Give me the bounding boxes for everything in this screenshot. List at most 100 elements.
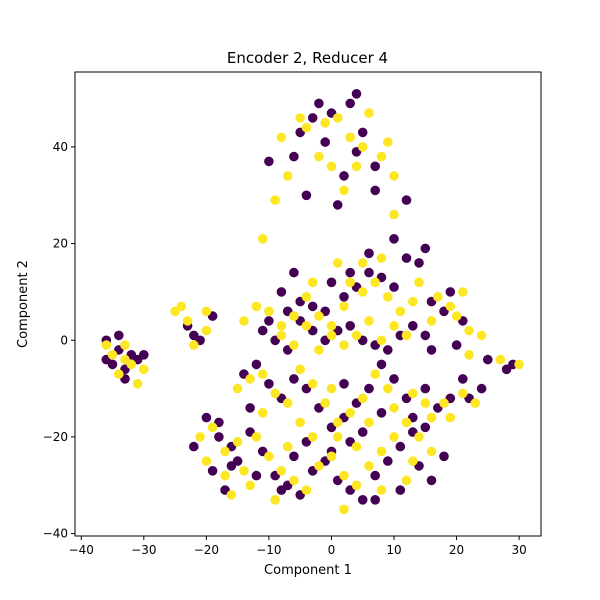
scatter-point (357, 127, 368, 138)
scatter-point (345, 132, 356, 143)
scatter-point (389, 171, 399, 181)
scatter-point (239, 466, 249, 476)
scatter-point (282, 171, 293, 181)
scatter-point (276, 321, 287, 331)
scatter-point (139, 364, 149, 375)
x-tick-label: −10 (256, 543, 281, 557)
scatter-point (120, 354, 130, 365)
scatter-point (395, 441, 406, 452)
scatter-point (389, 321, 399, 331)
scatter-point (132, 379, 143, 389)
scatter-point (376, 485, 387, 495)
scatter-point (370, 161, 381, 172)
scatter-point (357, 393, 368, 404)
scatter-point (426, 316, 437, 326)
scatter-point (195, 432, 205, 442)
scatter-point (470, 398, 481, 408)
scatter-point (389, 432, 399, 442)
scatter-point (420, 383, 431, 394)
scatter-point (376, 151, 387, 162)
scatter-point (345, 277, 356, 288)
scatter-point (314, 98, 324, 109)
scatter-point (214, 432, 224, 442)
scatter-point (408, 388, 418, 399)
scatter-point (276, 485, 287, 495)
scatter-point (401, 417, 412, 428)
scatter-point (307, 379, 318, 389)
scatter-point (226, 461, 237, 471)
scatter-point (370, 277, 381, 288)
scatter-point (207, 466, 218, 476)
scatter-point (451, 340, 462, 350)
x-axis-label: Component 1 (264, 563, 352, 578)
scatter-point (320, 398, 331, 408)
scatter-point (395, 306, 406, 317)
scatter-point (270, 495, 281, 505)
scatter-point (364, 108, 374, 118)
scatter-point (251, 470, 262, 481)
scatter-point (257, 369, 268, 379)
scatter-point (414, 258, 424, 268)
scatter-point (339, 379, 349, 389)
scatter-point (445, 287, 456, 297)
scatter-point (357, 427, 368, 437)
scatter-point (251, 301, 262, 312)
scatter-point (458, 388, 468, 399)
scatter-point (345, 408, 356, 418)
scatter-point (114, 330, 124, 341)
scatter-point (351, 441, 362, 452)
scatter-point (220, 470, 230, 481)
plot-frame (74, 71, 542, 537)
scatter-point (376, 446, 387, 457)
scatter-point (445, 301, 456, 312)
scatter-point (420, 398, 431, 408)
scatter-point (332, 432, 343, 442)
scatter-point (264, 379, 274, 389)
scatter-point (401, 253, 412, 263)
scatter-point (514, 359, 524, 370)
scatter-point (345, 267, 356, 278)
scatter-point (264, 156, 274, 167)
scatter-point (232, 437, 243, 447)
scatter-point (351, 89, 362, 99)
scatter-point (289, 267, 299, 278)
scatter-point (370, 470, 381, 481)
scatter-point (476, 330, 487, 341)
scatter-point (339, 185, 349, 196)
scatter-point (339, 171, 349, 181)
x-tick-label: −30 (131, 543, 156, 557)
scatter-point (220, 446, 230, 457)
scatter-point (426, 412, 437, 423)
scatter-point (314, 345, 324, 355)
scatter-point (257, 408, 268, 418)
scatter-point (332, 113, 343, 123)
scatter-point (351, 480, 362, 491)
scatter-point (389, 282, 399, 292)
scatter-point (376, 335, 387, 346)
scatter-point (182, 316, 193, 326)
chart-title: Encoder 2, Reducer 4 (227, 49, 388, 67)
scatter-point (307, 301, 318, 312)
scatter-point (408, 296, 418, 307)
scatter-point (420, 422, 431, 433)
x-tick-label: 20 (449, 543, 464, 557)
scatter-point (264, 316, 274, 326)
scatter-point (326, 161, 337, 172)
scatter-point (276, 132, 287, 143)
scatter-point (483, 354, 493, 365)
scatter-point (170, 306, 180, 317)
scatter-point (426, 345, 437, 355)
scatter-point (383, 456, 393, 466)
scatter-point (357, 495, 368, 505)
scatter-point (357, 258, 368, 268)
scatter-point (458, 287, 468, 297)
scatter-point (139, 350, 149, 360)
scatter-point (439, 398, 449, 408)
scatter-point (414, 277, 424, 288)
scatter-point (301, 485, 312, 495)
scatter-point (451, 311, 462, 321)
scatter-point (120, 340, 130, 350)
scatter-point (314, 151, 324, 162)
scatter-point (401, 330, 412, 341)
scatter-point (364, 267, 374, 278)
